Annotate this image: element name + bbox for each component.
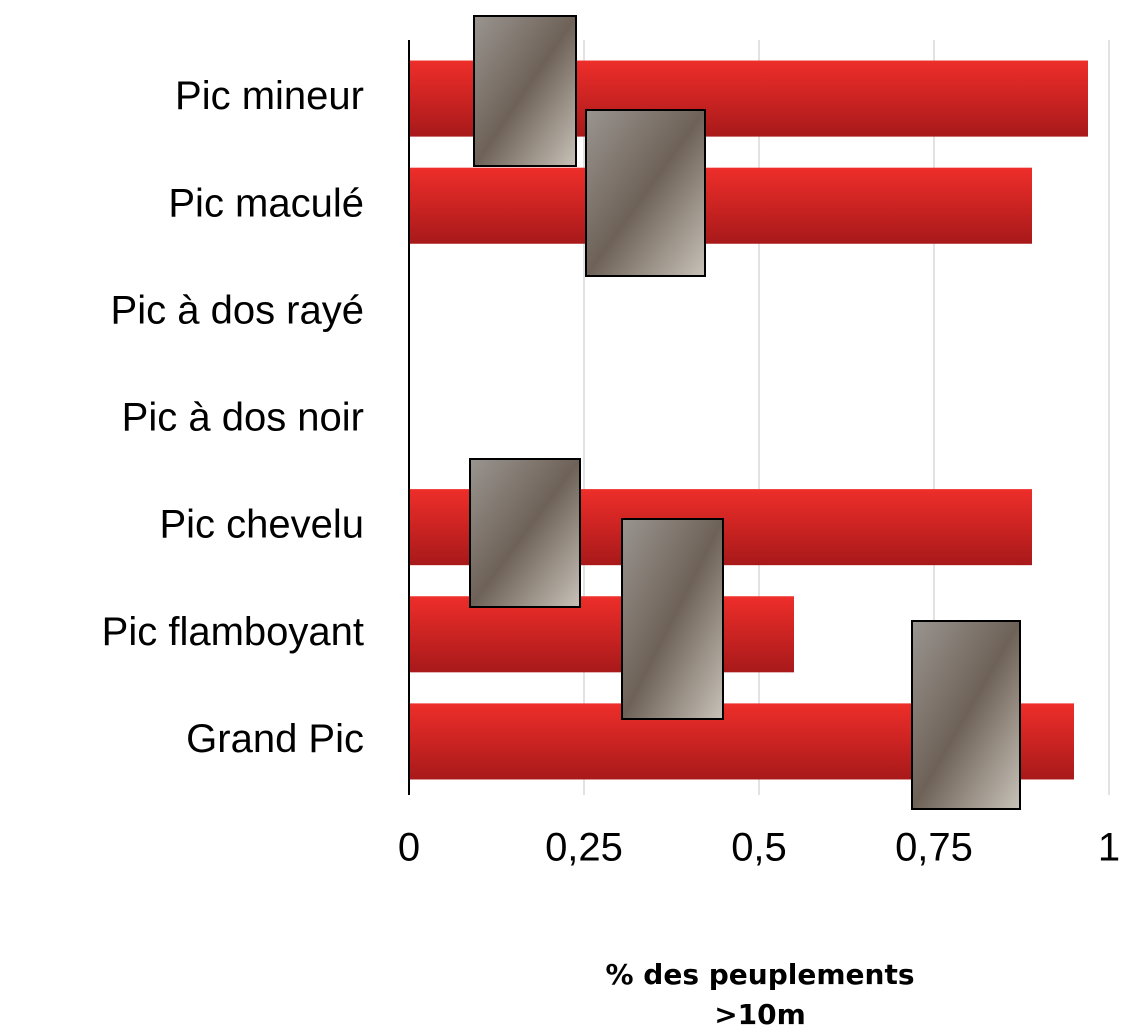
page: {"chart_data": {"type": "barh", "categor… — [0, 0, 1121, 1033]
x-tick-label: 0,5 — [731, 826, 787, 870]
photo — [622, 519, 723, 719]
y-tick-label: Grand Pic — [186, 717, 364, 761]
x-tick-label: 1 — [1098, 826, 1120, 870]
photo — [474, 16, 576, 166]
photo — [912, 621, 1020, 809]
y-tick-label: Pic flamboyant — [102, 610, 364, 654]
x-axis-title: % des peuplements >10m — [560, 955, 960, 1035]
chart: 0 0,25 0,5 0,75 1 Pic mineur Pic maculé Pic à d… — [0, 0, 1121, 950]
x-tick-label: 0,25 — [545, 826, 623, 870]
bar — [409, 596, 794, 672]
y-tick-label: Pic chevelu — [159, 503, 364, 547]
bar — [409, 168, 1032, 244]
x-tick-label: 0 — [398, 826, 420, 870]
y-tick-label: Pic à dos noir — [122, 396, 364, 440]
y-tick-label: Pic à dos rayé — [111, 288, 364, 332]
photo — [586, 110, 705, 276]
x-tick-label: 0,75 — [895, 826, 973, 870]
photo — [470, 459, 580, 607]
y-tick-label: Pic mineur — [175, 74, 364, 118]
y-tick-label: Pic maculé — [168, 181, 364, 225]
